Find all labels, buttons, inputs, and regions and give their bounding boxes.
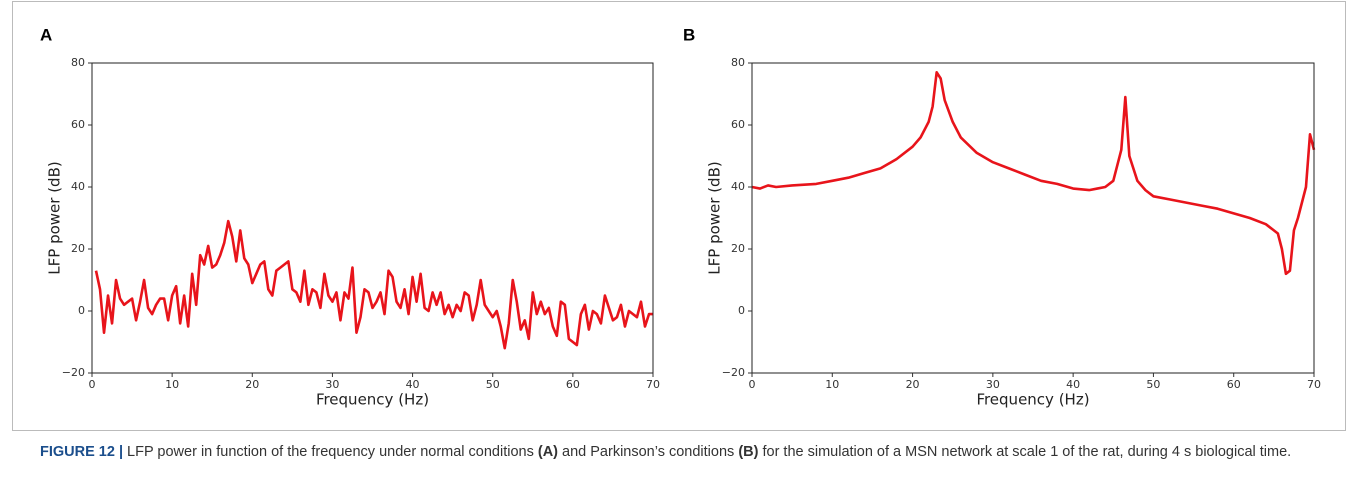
x-axis-label: Frequency (Hz) <box>976 391 1089 409</box>
y-tick-label: 40 <box>731 180 745 193</box>
caption-text: and Parkinson’s conditions <box>558 444 739 460</box>
x-tick-label: 50 <box>1146 378 1160 391</box>
caption-text: (A) <box>537 444 559 460</box>
y-tick-label: 60 <box>71 118 85 131</box>
x-tick-label: 30 <box>986 378 1000 391</box>
y-tick-label: 80 <box>731 56 745 69</box>
x-tick-label: 10 <box>825 378 839 391</box>
y-tick-label: 0 <box>738 304 745 317</box>
y-axis-label: LFP power (dB) <box>706 161 724 274</box>
caption-text: FIGURE 12 | <box>40 444 124 460</box>
plot-frame <box>751 62 1315 374</box>
y-tick-label: 20 <box>731 242 745 255</box>
caption-text: (B) <box>738 444 759 460</box>
y-tick-label: −20 <box>722 366 745 379</box>
y-tick-label: 60 <box>731 118 745 131</box>
y-axis-label: LFP power (dB) <box>46 161 64 274</box>
figure-frame <box>12 1 1346 431</box>
x-tick-label: 20 <box>245 378 259 391</box>
x-tick-label: 10 <box>165 378 179 391</box>
data-line <box>94 219 653 350</box>
x-tick-label: 60 <box>1227 378 1241 391</box>
charts: A 0 10 20 30 40 50 60 70 −20 0 20 40 60 80 Frequency (H… <box>40 25 1321 409</box>
x-tick-label: 0 <box>749 378 756 391</box>
x-axis-label: Frequency (Hz) <box>316 391 429 409</box>
caption-text: LFP power in function of the frequency u… <box>123 444 538 460</box>
plot-frame <box>91 62 654 374</box>
y-tick-label: −20 <box>62 366 85 379</box>
x-tick-label: 50 <box>486 378 500 391</box>
x-tick-label: 20 <box>906 378 920 391</box>
x-tick-label: 30 <box>325 378 339 391</box>
y-tick-label: 0 <box>78 304 85 317</box>
x-tick-label: 70 <box>1307 378 1321 391</box>
y-tick-label: 20 <box>71 242 85 255</box>
x-tick-label: 40 <box>406 378 420 391</box>
x-tick-label: 70 <box>646 378 660 391</box>
x-tick-label: 60 <box>566 378 580 391</box>
caption: FIGURE 12 | LFP power in function of the… <box>40 440 1330 464</box>
data-line <box>751 71 1316 276</box>
y-tick-label: 40 <box>71 180 85 193</box>
x-tick-label: 40 <box>1066 378 1080 391</box>
x-tick-label: 0 <box>89 378 96 391</box>
panel-label: A <box>40 25 52 44</box>
y-tick-label: 80 <box>71 56 85 69</box>
panel-label: B <box>683 25 695 44</box>
caption-text: for the simulation of a MSN network at s… <box>758 444 1292 460</box>
